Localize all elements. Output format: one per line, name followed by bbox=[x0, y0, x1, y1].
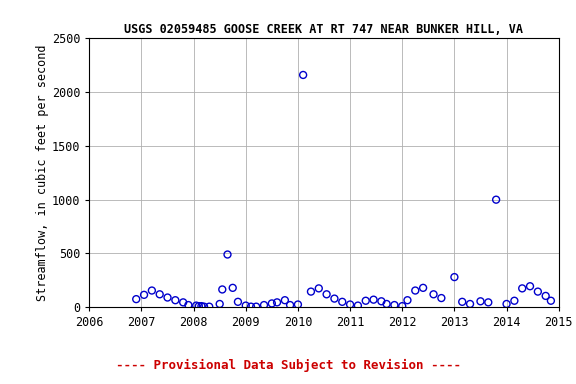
Point bbox=[215, 301, 224, 307]
Y-axis label: Streamflow, in cubic feet per second: Streamflow, in cubic feet per second bbox=[36, 45, 49, 301]
Point bbox=[223, 252, 232, 258]
Point bbox=[314, 285, 323, 291]
Point bbox=[170, 297, 180, 303]
Point bbox=[322, 291, 331, 297]
Point bbox=[298, 72, 308, 78]
Point bbox=[546, 298, 555, 304]
Point bbox=[338, 299, 347, 305]
Text: ---- Provisional Data Subject to Revision ----: ---- Provisional Data Subject to Revisio… bbox=[116, 359, 460, 372]
Point bbox=[518, 285, 527, 291]
Point bbox=[286, 302, 295, 308]
Point bbox=[155, 291, 164, 297]
Point bbox=[228, 285, 237, 291]
Point bbox=[353, 303, 362, 309]
Point bbox=[450, 274, 459, 280]
Point bbox=[510, 298, 519, 304]
Point bbox=[204, 304, 214, 310]
Point bbox=[241, 303, 251, 309]
Point bbox=[484, 299, 493, 305]
Point bbox=[457, 299, 467, 305]
Point bbox=[346, 301, 355, 308]
Point bbox=[437, 295, 446, 301]
Point bbox=[163, 295, 172, 301]
Point bbox=[377, 298, 386, 305]
Point bbox=[197, 303, 206, 309]
Point bbox=[139, 292, 149, 298]
Point bbox=[194, 303, 203, 309]
Point bbox=[361, 298, 370, 304]
Point bbox=[179, 299, 188, 305]
Point bbox=[147, 288, 157, 294]
Point bbox=[502, 301, 511, 307]
Point bbox=[541, 293, 550, 299]
Point bbox=[525, 283, 535, 289]
Point bbox=[281, 297, 290, 303]
Point bbox=[465, 301, 475, 307]
Point bbox=[272, 299, 282, 305]
Point bbox=[252, 304, 261, 310]
Point bbox=[306, 288, 316, 295]
Point bbox=[382, 301, 391, 307]
Point bbox=[491, 197, 501, 203]
Point bbox=[429, 291, 438, 297]
Point bbox=[259, 302, 268, 308]
Point bbox=[403, 297, 412, 303]
Point bbox=[419, 285, 428, 291]
Point bbox=[247, 304, 256, 310]
Point bbox=[192, 303, 201, 309]
Point bbox=[411, 288, 420, 294]
Point bbox=[132, 296, 141, 302]
Point bbox=[199, 304, 209, 310]
Point bbox=[533, 288, 543, 295]
Point bbox=[218, 286, 227, 293]
Point bbox=[184, 302, 193, 308]
Point bbox=[369, 296, 378, 303]
Point bbox=[330, 296, 339, 302]
Point bbox=[397, 303, 407, 309]
Title: USGS 02059485 GOOSE CREEK AT RT 747 NEAR BUNKER HILL, VA: USGS 02059485 GOOSE CREEK AT RT 747 NEAR… bbox=[124, 23, 524, 36]
Point bbox=[233, 299, 242, 305]
Point bbox=[476, 298, 485, 305]
Point bbox=[390, 302, 399, 308]
Point bbox=[293, 301, 302, 308]
Point bbox=[267, 300, 276, 306]
